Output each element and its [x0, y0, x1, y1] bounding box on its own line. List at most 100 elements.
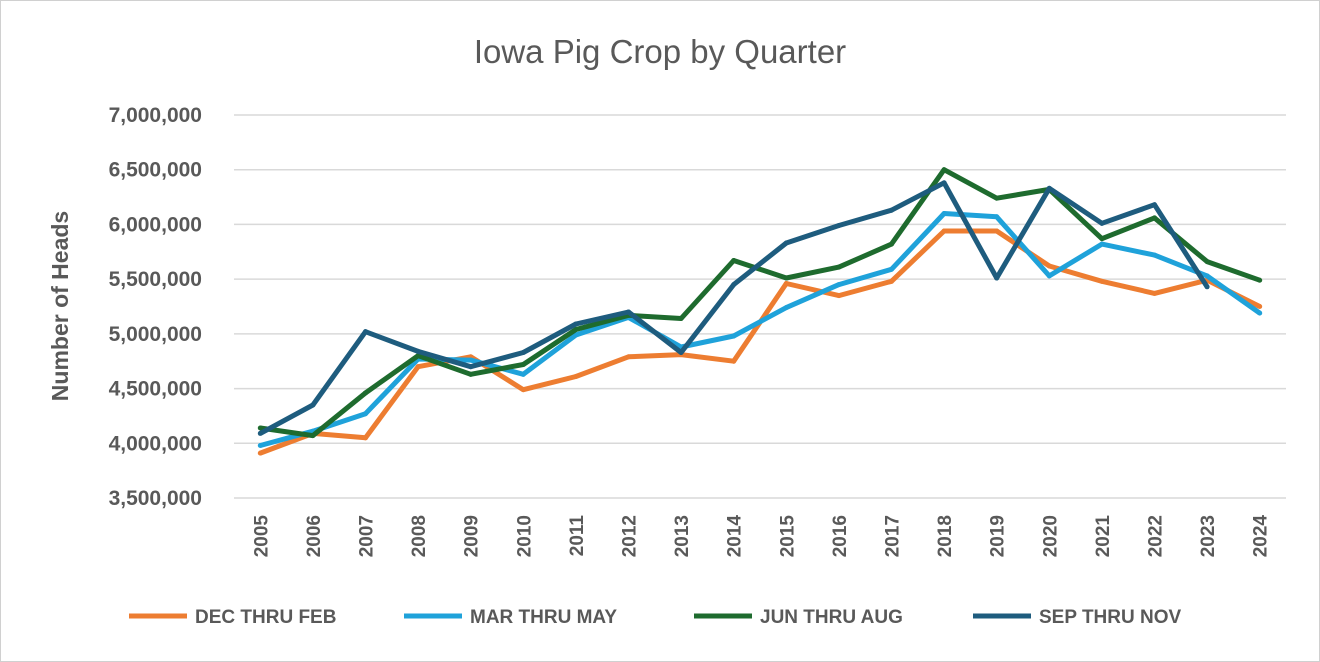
data-point — [1152, 290, 1157, 296]
series-lines — [257, 167, 1263, 456]
x-tick-label: 2009 — [462, 515, 483, 557]
data-point — [257, 442, 263, 448]
gridlines — [234, 114, 1286, 499]
x-tick-label: 2022 — [1146, 515, 1167, 557]
data-point — [468, 371, 474, 377]
legend-label: SEP THRU NOV — [1039, 607, 1182, 628]
data-point — [1099, 236, 1105, 242]
x-tick-label: 2010 — [514, 515, 535, 557]
x-tick-label: 2020 — [1040, 515, 1061, 557]
series-group — [257, 180, 1210, 436]
series-group — [257, 167, 1263, 439]
data-point — [678, 316, 684, 322]
series-line — [259, 180, 1210, 436]
data-point — [573, 374, 579, 380]
x-tick-label: 2015 — [777, 515, 798, 558]
y-tick-label: 4,500,000 — [109, 378, 202, 401]
data-point — [415, 348, 421, 354]
data-point — [520, 349, 526, 355]
legend: DEC THRU FEB MAR THRU MAY JUN THRU AUG SEP … — [129, 607, 1182, 628]
data-point — [783, 305, 789, 311]
x-tick-label: 2012 — [620, 515, 641, 557]
data-point — [257, 425, 263, 431]
legend-item: JUN THRU AUG — [694, 607, 903, 628]
data-point — [994, 214, 1000, 220]
data-point — [626, 309, 631, 315]
data-point — [257, 450, 263, 456]
data-point — [626, 354, 631, 360]
data-point — [836, 223, 842, 229]
data-point — [836, 264, 842, 270]
x-tick-label: 2013 — [672, 515, 693, 557]
data-point — [783, 281, 789, 287]
data-point — [994, 228, 1000, 234]
data-point — [310, 433, 316, 439]
data-point — [1099, 278, 1105, 284]
data-point — [520, 387, 526, 393]
data-point — [836, 293, 842, 299]
data-point — [1204, 284, 1210, 290]
data-point — [783, 240, 789, 246]
legend-label: MAR THRU MAY — [470, 607, 617, 628]
x-tick-label: 2007 — [357, 515, 378, 557]
x-tick-label: 2023 — [1198, 515, 1219, 557]
data-point — [1204, 273, 1210, 279]
data-point — [941, 228, 947, 234]
data-point — [1099, 220, 1105, 226]
x-tick-label: 2021 — [1093, 515, 1114, 558]
legend-item: MAR THRU MAY — [404, 607, 617, 628]
data-point — [415, 353, 421, 359]
data-point — [310, 402, 316, 408]
y-axis-ticks: 3,500,000 4,000,000 4,500,000 5,000,000 5,50… — [109, 104, 202, 510]
data-point — [415, 364, 421, 370]
data-point — [1257, 304, 1263, 309]
y-tick-label: 6,500,000 — [109, 159, 202, 182]
series-group — [257, 210, 1263, 448]
data-point — [731, 258, 737, 264]
data-point — [520, 371, 526, 377]
x-tick-label: 2011 — [567, 515, 588, 557]
y-tick-label: 4,000,000 — [109, 432, 202, 455]
data-point — [1257, 310, 1263, 316]
chart-title: Iowa Pig Crop by Quarter — [474, 33, 846, 70]
y-tick-label: 5,500,000 — [109, 268, 202, 291]
data-point — [1046, 273, 1052, 279]
data-point — [1152, 252, 1157, 258]
data-point — [520, 361, 526, 367]
data-point — [994, 275, 1000, 281]
data-point — [1046, 185, 1052, 191]
data-point — [994, 195, 1000, 201]
data-point — [363, 411, 368, 417]
data-point — [1046, 263, 1052, 269]
data-point — [889, 278, 894, 284]
data-point — [783, 275, 789, 281]
x-tick-label: 2006 — [304, 515, 325, 557]
y-tick-label: 3,500,000 — [109, 487, 202, 510]
series-line — [259, 167, 1261, 439]
y-tick-label: 5,000,000 — [109, 323, 202, 346]
data-point — [1257, 277, 1263, 283]
y-axis-label: Number of Heads — [47, 211, 73, 401]
legend-item: SEP THRU NOV — [973, 607, 1182, 628]
data-point — [363, 329, 368, 335]
data-point — [573, 326, 579, 332]
data-point — [836, 282, 842, 288]
data-point — [1099, 241, 1105, 247]
data-point — [363, 390, 368, 396]
data-point — [1152, 202, 1157, 208]
data-point — [573, 332, 579, 338]
data-point — [731, 333, 737, 339]
x-tick-label: 2005 — [251, 515, 272, 558]
x-tick-label: 2014 — [725, 515, 746, 558]
data-point — [363, 435, 368, 441]
x-axis-ticks: 2005 2006 2007 2008 2009 2010 2011 2012 2013 2014… — [251, 515, 1271, 558]
legend-item: DEC THRU FEB — [129, 607, 336, 628]
data-point — [1152, 215, 1157, 221]
data-point — [889, 241, 894, 247]
x-tick-label: 2018 — [935, 515, 956, 557]
data-point — [678, 349, 684, 355]
data-point — [941, 167, 947, 173]
data-point — [941, 180, 947, 186]
